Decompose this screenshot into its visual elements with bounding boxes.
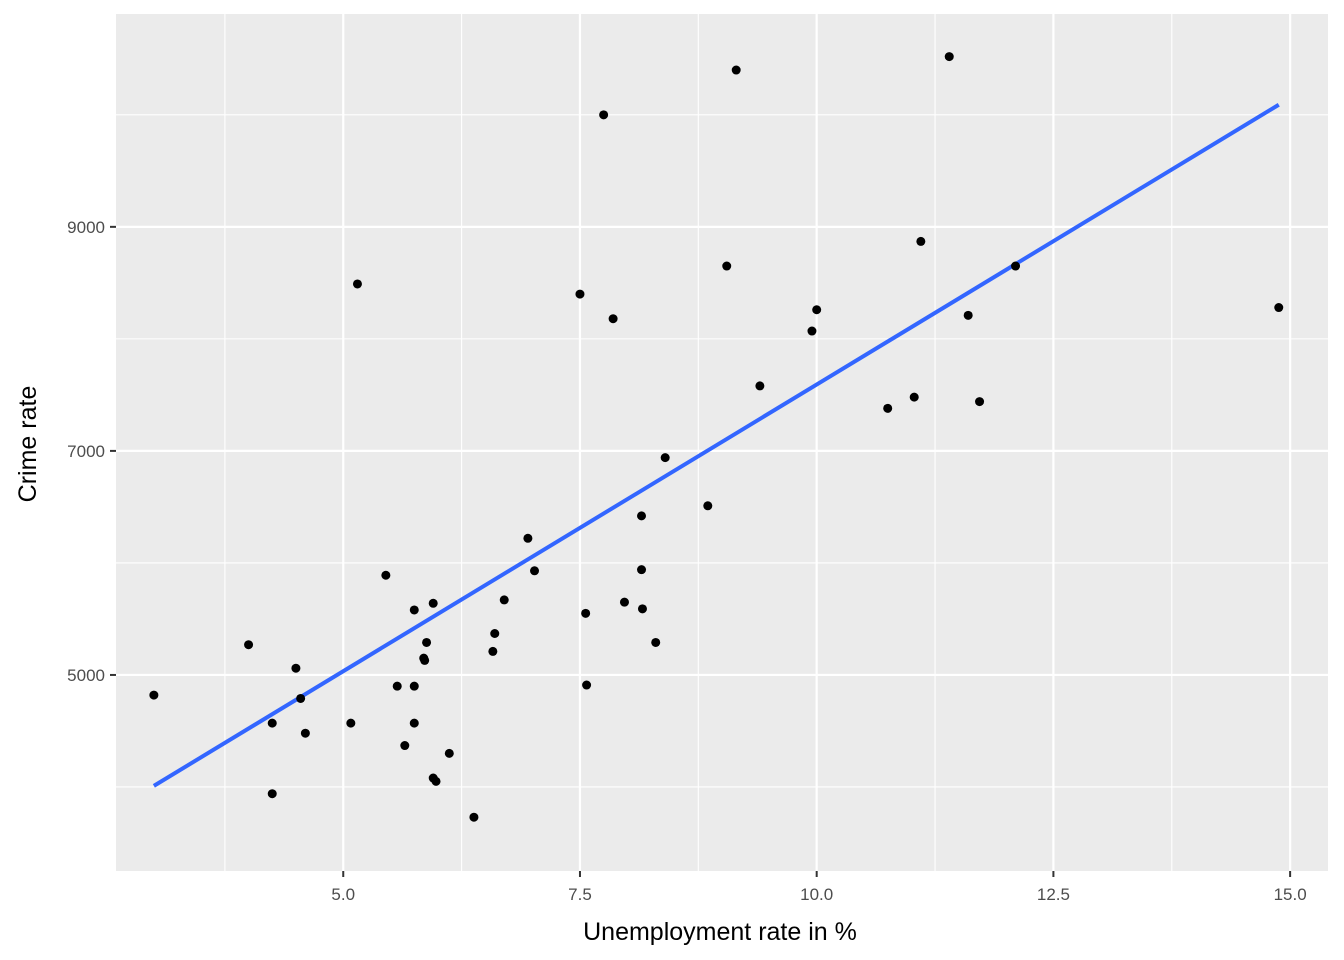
data-point (637, 565, 647, 575)
data-point (499, 595, 509, 605)
data-point (807, 326, 817, 336)
data-point (581, 608, 591, 618)
data-point (392, 681, 402, 691)
data-point (755, 381, 765, 391)
data-point (488, 646, 498, 656)
data-point (469, 812, 479, 822)
fit-line-layer (152, 103, 1280, 788)
x-tick-label: 15.0 (1274, 885, 1307, 904)
data-point (963, 310, 973, 320)
grid-minor (116, 14, 1328, 871)
data-point (883, 403, 893, 413)
data-point (599, 110, 609, 120)
regression-line (152, 103, 1280, 788)
data-point (428, 598, 438, 608)
x-tick-label: 12.5 (1037, 885, 1070, 904)
points-layer (149, 52, 1284, 822)
data-point (444, 748, 454, 758)
grid-major (116, 14, 1328, 871)
data-point (530, 566, 540, 576)
x-axis-title: Unemployment rate in % (583, 918, 857, 946)
data-point (300, 728, 310, 738)
data-point (409, 718, 419, 728)
data-point (400, 741, 410, 751)
data-point (619, 597, 629, 607)
data-point (1011, 261, 1021, 271)
data-point (244, 640, 254, 650)
data-point (703, 501, 713, 511)
data-point (422, 637, 432, 647)
y-axis-title: Crime rate (14, 386, 42, 503)
data-point (722, 261, 732, 271)
data-point (944, 52, 954, 62)
data-point (409, 681, 419, 691)
data-point (420, 655, 430, 665)
data-point (660, 453, 670, 463)
y-tick-label: 7000 (67, 442, 105, 461)
data-point (352, 279, 362, 289)
data-point (637, 604, 647, 614)
y-tick-label: 5000 (67, 666, 105, 685)
data-point (608, 314, 618, 324)
data-point (149, 690, 159, 700)
y-axis-ticks: 5000 7000 9000 (67, 218, 116, 685)
data-point (916, 236, 926, 246)
data-point (812, 305, 822, 315)
data-point (431, 776, 441, 786)
data-point (267, 718, 277, 728)
data-point (637, 511, 647, 521)
data-point (1274, 303, 1284, 313)
data-point (296, 693, 306, 703)
data-point (291, 663, 301, 673)
data-point (582, 680, 592, 690)
x-tick-label: 10.0 (800, 885, 833, 904)
data-point (575, 289, 585, 299)
data-point (523, 533, 533, 543)
data-point (381, 570, 391, 580)
data-point (909, 392, 919, 402)
data-point (651, 637, 661, 647)
y-tick-label: 9000 (67, 218, 105, 237)
x-tick-label: 7.5 (568, 885, 592, 904)
data-point (490, 629, 500, 639)
data-point (409, 605, 419, 615)
data-point (346, 718, 356, 728)
data-point (267, 789, 277, 799)
x-axis-ticks: 5.0 7.5 10.0 12.5 15.0 (331, 871, 1307, 904)
x-tick-label: 5.0 (331, 885, 355, 904)
data-point (731, 65, 741, 75)
data-point (975, 397, 985, 407)
